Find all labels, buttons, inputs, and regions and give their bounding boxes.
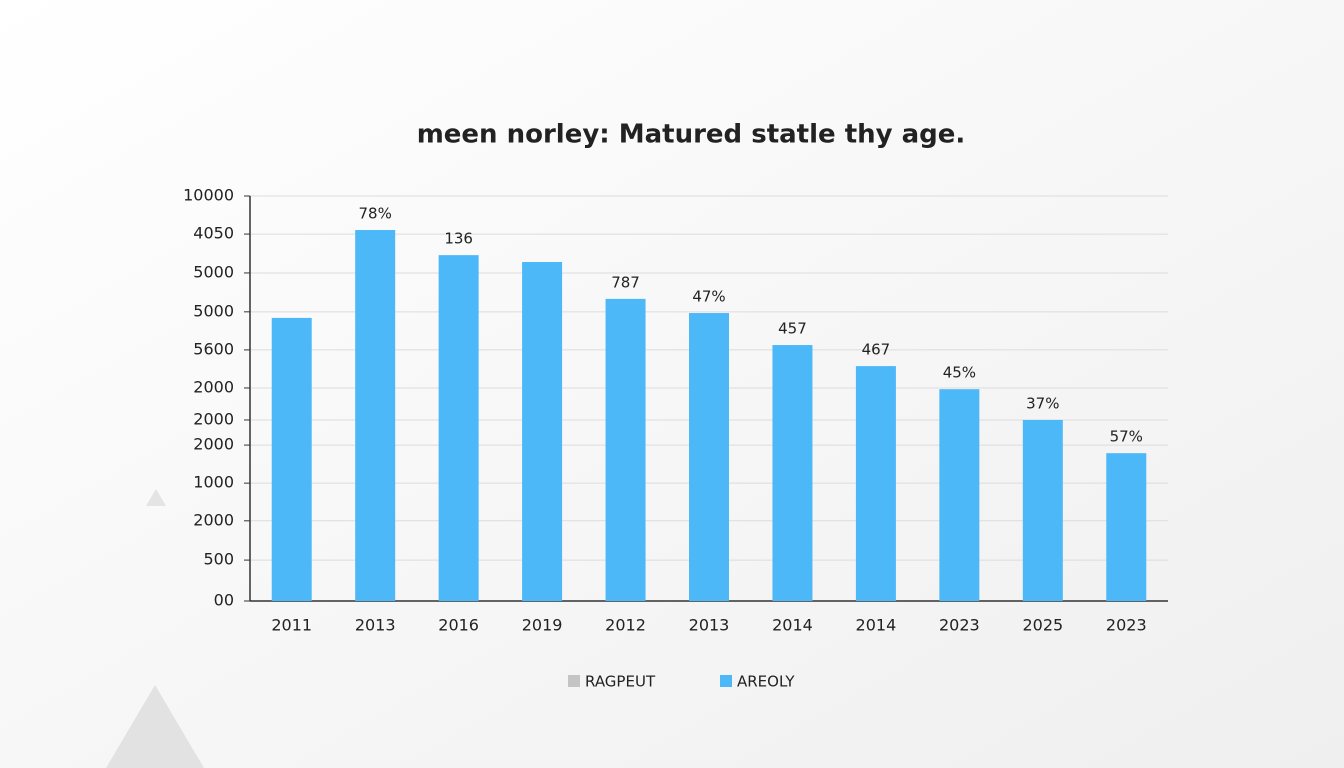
y-tick-label: 2000: [193, 435, 234, 454]
decoration: [146, 489, 166, 506]
y-tick-label: 4050: [193, 224, 234, 243]
bar: [1022, 419, 1063, 601]
bar-label: 136: [444, 230, 473, 248]
bar: [271, 317, 312, 601]
y-tick-label: 1000: [193, 473, 234, 492]
bar-label: 47%: [692, 288, 725, 306]
bar-label: 78%: [359, 205, 392, 223]
legend-swatch: [568, 675, 580, 687]
decoration: [106, 685, 204, 768]
x-tick-label: 2025: [1022, 616, 1063, 635]
bar-label: 57%: [1110, 428, 1143, 446]
bar: [1106, 453, 1147, 601]
y-tick-label: 5000: [193, 262, 234, 281]
bar: [355, 230, 396, 601]
x-tick-label: 2012: [605, 616, 646, 635]
x-tick-label: 2023: [1106, 616, 1147, 635]
x-tick-label: 2016: [438, 616, 479, 635]
x-tick-label: 2019: [522, 616, 563, 635]
chart-title: meen norley: Matured statle thy age.: [417, 120, 966, 150]
x-tick-label: 2013: [355, 616, 396, 635]
bar-label: 37%: [1026, 394, 1059, 412]
x-tick-label: 2023: [939, 616, 980, 635]
bar-label: 457: [778, 320, 807, 338]
bar-label: 45%: [943, 364, 976, 382]
bar: [522, 262, 563, 601]
bar-label: 467: [862, 341, 891, 359]
bar: [605, 298, 646, 601]
y-tick-label: 2000: [193, 377, 234, 396]
bar: [855, 366, 896, 601]
y-tick-label: 2000: [193, 409, 234, 428]
y-tick-label: 2000: [193, 510, 234, 529]
bar: [438, 255, 479, 601]
x-tick-label: 2013: [689, 616, 730, 635]
y-tick-label: 500: [203, 550, 234, 569]
bar-label: 787: [611, 273, 640, 291]
legend-swatch: [720, 675, 732, 687]
x-tick-label: 2014: [856, 616, 897, 635]
bar: [939, 389, 980, 601]
y-tick-label: 5000: [193, 301, 234, 320]
y-tick-label: 00: [214, 591, 234, 610]
y-tick-label: 10000: [183, 186, 234, 205]
y-tick-label: 5600: [193, 339, 234, 358]
bar: [772, 345, 813, 601]
x-tick-label: 2011: [271, 616, 312, 635]
legend-label: AREOLY: [737, 673, 795, 691]
legend-label: RAGPEUT: [585, 673, 656, 691]
x-tick-label: 2014: [772, 616, 813, 635]
bar: [689, 313, 729, 601]
